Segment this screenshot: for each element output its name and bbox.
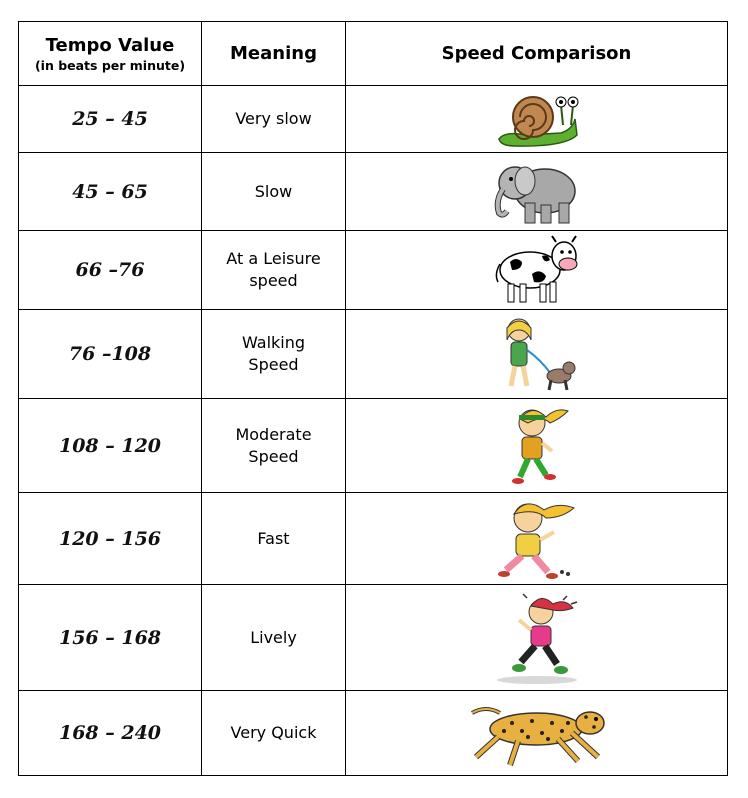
meaning-text: At a Leisure speed [226, 249, 321, 290]
meaning-text: Walking Speed [241, 333, 306, 374]
cow-icon [495, 235, 577, 303]
cheetah-icon [470, 707, 605, 766]
table-row: 25 – 45 Very slow [18, 85, 728, 153]
meaning-text: Very Quick [230, 723, 317, 742]
header-tempo-sub: (in beats per minute) [34, 57, 186, 73]
meaning-text: Moderate Speed [235, 424, 312, 466]
tempo-value: 108 – 120 [18, 398, 202, 493]
header-row: Tempo Value (in beats per minute) Meanin… [18, 21, 728, 86]
header-tempo: Tempo Value (in beats per minute) [18, 21, 202, 86]
header-comparison: Speed Comparison [345, 21, 728, 86]
meaning-text: Fast [257, 528, 290, 548]
meaning-text: Slow [254, 181, 293, 201]
tempo-value: 25 – 45 [18, 85, 202, 153]
table-row: 168 – 240 Very Quick [18, 690, 728, 776]
meaning-text: Very slow [235, 109, 312, 128]
tempo-value: 168 – 240 [18, 690, 202, 776]
snail-icon [497, 96, 578, 147]
girl-jogging-icon [511, 408, 569, 484]
header-tempo-label: Tempo Value [45, 34, 175, 56]
girl-walking-dog-icon [506, 318, 575, 391]
tempo-value: 76 –108 [18, 309, 202, 399]
table-row: 120 – 156 Fast [18, 492, 728, 585]
tempo-value: 120 – 156 [18, 492, 202, 585]
table-row: 66 –76 At a Leisure speed [18, 230, 728, 310]
tempo-value: 45 – 65 [18, 152, 202, 231]
tempo-value: 66 –76 [18, 230, 202, 310]
girl-running-icon [497, 503, 575, 579]
meaning-text: Lively [250, 627, 297, 647]
elephant-icon [494, 165, 576, 223]
table-row: 45 – 65 Slow [18, 152, 728, 231]
table-row: 156 – 168 Lively [18, 584, 728, 691]
tempo-value: 156 – 168 [18, 584, 202, 691]
tempo-table: Tempo Value (in beats per minute) Meanin… [18, 21, 728, 776]
table-row: 108 – 120 Moderate Speed [18, 398, 728, 493]
girl-sprinting-icon [496, 592, 577, 684]
header-meaning: Meaning [201, 21, 346, 86]
table-row: 76 –108 Walking Speed [18, 309, 728, 399]
